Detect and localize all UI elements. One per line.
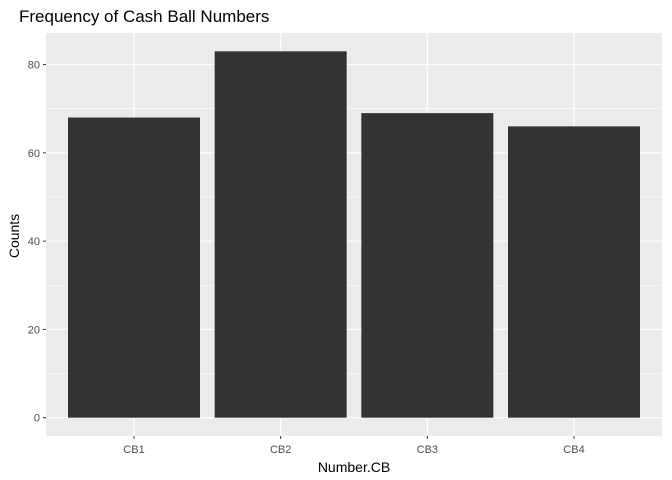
y-axis: 0 20 40 60 80 xyxy=(28,60,46,425)
bar-cb3 xyxy=(361,113,494,418)
chart-title: Frequency of Cash Ball Numbers xyxy=(19,7,269,26)
x-tick-label: CB3 xyxy=(417,444,438,456)
y-tick-label: 40 xyxy=(28,236,40,248)
y-tick-label: 20 xyxy=(28,324,40,336)
bar-cb1 xyxy=(68,117,200,418)
y-tick-label: 60 xyxy=(28,148,40,160)
bars xyxy=(68,51,640,418)
bar-cb2 xyxy=(214,51,347,418)
y-tick-label: 80 xyxy=(28,60,40,72)
bar-cb4 xyxy=(508,126,640,418)
x-tick-label: CB2 xyxy=(270,444,291,456)
y-axis-title: Counts xyxy=(6,214,22,258)
x-axis: CB1 CB2 CB3 CB4 xyxy=(123,436,585,456)
y-tick-label: 0 xyxy=(34,413,40,425)
x-tick-label: CB4 xyxy=(563,444,584,456)
x-tick-label: CB1 xyxy=(123,444,144,456)
x-axis-title: Number.CB xyxy=(318,459,390,475)
